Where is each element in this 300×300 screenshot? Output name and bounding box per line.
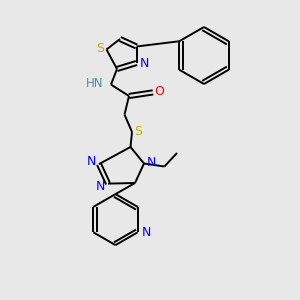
Text: N: N [95,179,105,193]
Text: N: N [140,57,150,70]
Text: N: N [141,226,151,239]
Text: S: S [96,41,104,55]
Text: HN: HN [86,77,104,90]
Text: O: O [155,85,164,98]
Text: N: N [86,154,96,168]
Text: N: N [147,155,157,169]
Text: S: S [135,125,142,138]
